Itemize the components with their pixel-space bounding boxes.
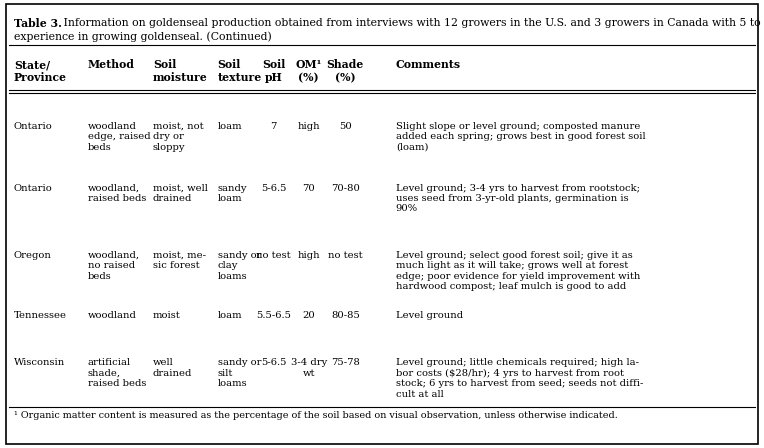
Text: woodland,
raised beds: woodland, raised beds	[88, 184, 146, 203]
Text: loam: loam	[218, 122, 242, 131]
Text: Ontario: Ontario	[14, 184, 53, 193]
Text: Wisconsin: Wisconsin	[14, 358, 65, 367]
Text: moist, not
dry or
sloppy: moist, not dry or sloppy	[153, 122, 203, 152]
Text: 50: 50	[339, 122, 351, 131]
Text: 7: 7	[270, 122, 277, 131]
Text: OM¹
(%): OM¹ (%)	[296, 59, 322, 83]
Text: woodland: woodland	[88, 311, 137, 320]
Text: moist, me-
sic forest: moist, me- sic forest	[153, 251, 206, 270]
Text: 3-4 dry
wt: 3-4 dry wt	[290, 358, 327, 378]
Text: Shade
(%): Shade (%)	[327, 59, 364, 83]
Text: well
drained: well drained	[153, 358, 193, 378]
Text: Slight slope or level ground; composted manure
added each spring; grows best in : Slight slope or level ground; composted …	[396, 122, 646, 152]
Text: Method: Method	[88, 59, 134, 70]
Text: 5-6.5: 5-6.5	[261, 358, 286, 367]
Text: Tennessee: Tennessee	[14, 311, 66, 320]
Text: 80-85: 80-85	[331, 311, 360, 320]
Text: Ontario: Ontario	[14, 122, 53, 131]
Text: Soil
texture: Soil texture	[218, 59, 262, 83]
Text: 5-6.5: 5-6.5	[261, 184, 286, 193]
Text: no test: no test	[328, 251, 363, 260]
Text: Information on goldenseal production obtained from interviews with 12 growers in: Information on goldenseal production obt…	[60, 18, 764, 28]
FancyBboxPatch shape	[6, 4, 758, 444]
Text: experience in growing goldenseal. (Continued): experience in growing goldenseal. (Conti…	[14, 31, 271, 42]
Text: 20: 20	[303, 311, 315, 320]
Text: moist, well
drained: moist, well drained	[153, 184, 208, 203]
Text: Table 3.: Table 3.	[14, 18, 62, 29]
Text: ¹ Organic matter content is measured as the percentage of the soil based on visu: ¹ Organic matter content is measured as …	[14, 411, 617, 420]
Text: Level ground; 3-4 yrs to harvest from rootstock;
uses seed from 3-yr-old plants,: Level ground; 3-4 yrs to harvest from ro…	[396, 184, 639, 214]
Text: woodland,
no raised
beds: woodland, no raised beds	[88, 251, 140, 281]
Text: Comments: Comments	[396, 59, 461, 70]
Text: Level ground: Level ground	[396, 311, 463, 320]
Text: Level ground; select good forest soil; give it as
much light as it will take; gr: Level ground; select good forest soil; g…	[396, 251, 640, 291]
Text: high: high	[297, 122, 320, 131]
Text: 75-78: 75-78	[331, 358, 360, 367]
Text: State/
Province: State/ Province	[14, 59, 66, 83]
Text: 70: 70	[303, 184, 315, 193]
Text: 5.5-6.5: 5.5-6.5	[256, 311, 291, 320]
Text: no test: no test	[256, 251, 291, 260]
Text: 70-80: 70-80	[331, 184, 360, 193]
Text: sandy or
silt
loams: sandy or silt loams	[218, 358, 261, 388]
Text: moist: moist	[153, 311, 180, 320]
Text: Level ground; little chemicals required; high la-
bor costs ($28/hr); 4 yrs to h: Level ground; little chemicals required;…	[396, 358, 643, 399]
Text: high: high	[297, 251, 320, 260]
Text: woodland
edge, raised
beds: woodland edge, raised beds	[88, 122, 151, 152]
Text: sandy
loam: sandy loam	[218, 184, 248, 203]
Text: artificial
shade,
raised beds: artificial shade, raised beds	[88, 358, 146, 388]
Text: loam: loam	[218, 311, 242, 320]
Text: sandy or
clay
loams: sandy or clay loams	[218, 251, 261, 281]
Text: Oregon: Oregon	[14, 251, 52, 260]
Text: Soil
moisture: Soil moisture	[153, 59, 208, 83]
Text: Soil
pH: Soil pH	[262, 59, 285, 83]
